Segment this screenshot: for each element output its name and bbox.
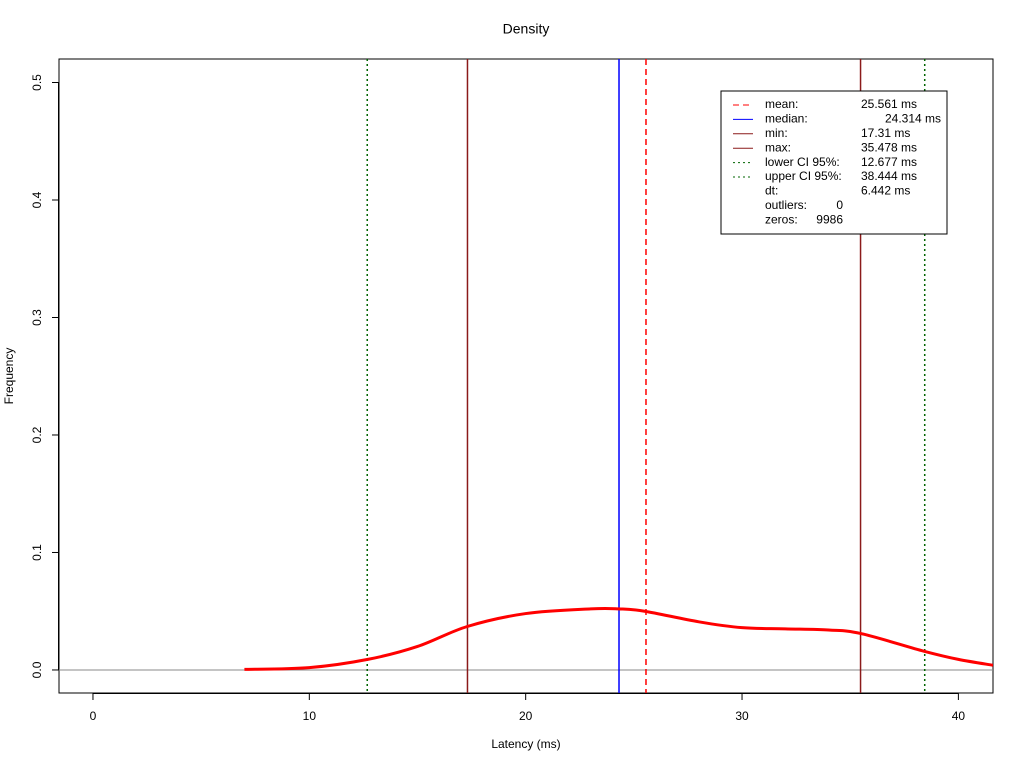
y-tick-label: 0.3	[30, 309, 44, 326]
y-tick-label: 0.4	[30, 191, 44, 208]
y-tick-label: 0.2	[30, 426, 44, 443]
legend-name: median:	[765, 112, 808, 126]
legend-value: 9986	[816, 212, 843, 226]
chart-title: Density	[503, 21, 550, 37]
x-tick-label: 40	[952, 709, 966, 723]
legend-value: 12.677 ms	[861, 155, 917, 169]
y-axis-label: Frequency	[2, 348, 16, 405]
legend-value: 17.31 ms	[861, 126, 910, 140]
legend-value: 35.478 ms	[861, 140, 917, 154]
legend-name: min:	[765, 126, 788, 140]
plot-area	[59, 59, 993, 693]
y-tick-label: 0.0	[30, 661, 44, 678]
legend-value: 6.442 ms	[861, 184, 910, 198]
legend: mean: 25.561 ms median: 24.314 ms min: 17.31 …	[720, 90, 948, 235]
legend-name: zeros:	[765, 212, 798, 226]
legend-value: 0	[836, 198, 843, 212]
legend-name: dt:	[765, 184, 778, 198]
x-axis-label: Latency (ms)	[491, 737, 560, 751]
legend-name: upper CI 95%:	[765, 169, 842, 183]
legend-box	[720, 90, 948, 235]
y-tick-label: 0.1	[30, 544, 44, 561]
legend-value: 25.561 ms	[861, 97, 917, 111]
x-tick-label: 0	[90, 709, 97, 723]
legend-value: 38.444 ms	[861, 169, 917, 183]
legend-name: outliers:	[765, 198, 807, 212]
legend-value: 24.314 ms	[885, 112, 941, 126]
density-curve	[244, 606, 993, 671]
legend-name: max:	[765, 140, 791, 154]
x-tick-label: 10	[303, 709, 317, 723]
legend-name: lower CI 95%:	[765, 155, 840, 169]
x-tick-label: 20	[519, 709, 533, 723]
y-tick-label: 0.5	[30, 74, 44, 91]
x-tick-label: 30	[735, 709, 749, 723]
legend-name: mean:	[765, 97, 798, 111]
